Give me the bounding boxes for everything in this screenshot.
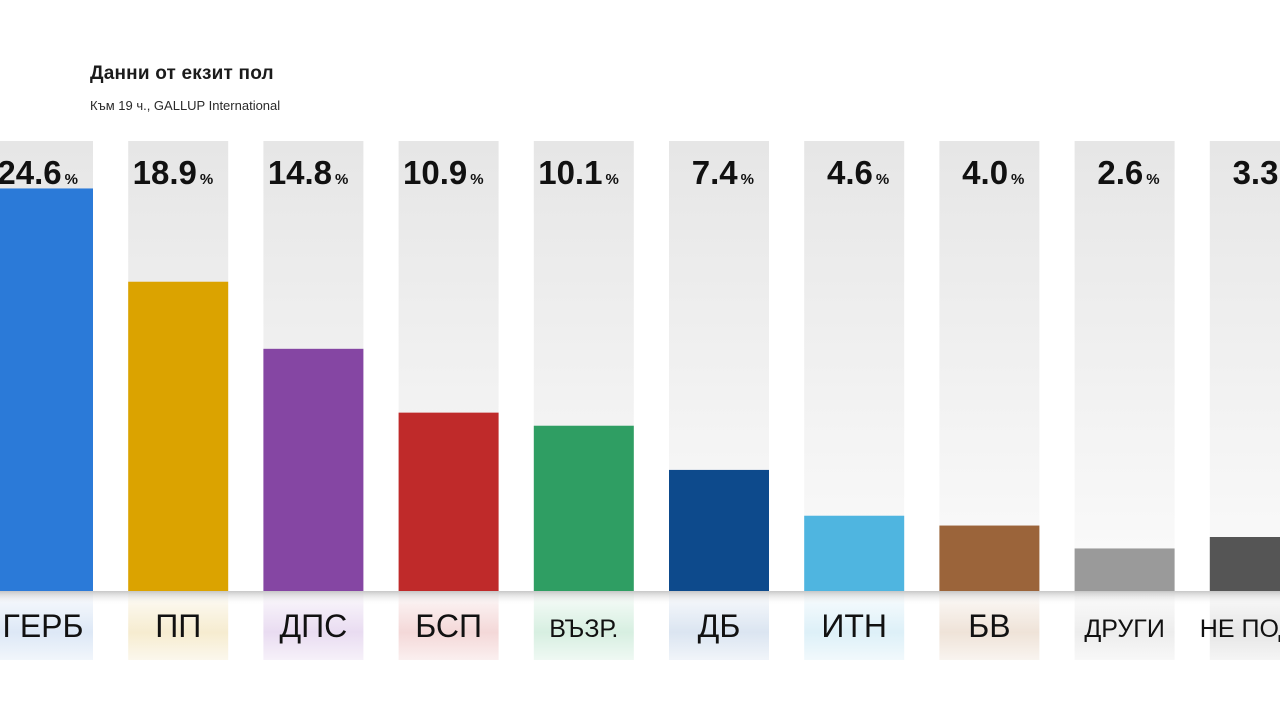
value-label: 24.6% — [0, 154, 78, 191]
bar-track — [1209, 141, 1280, 591]
category-label: ВЪЗР. — [549, 615, 618, 643]
category-label: ИТН — [821, 608, 887, 644]
bar-6 — [804, 515, 905, 591]
value-label: 14.8% — [268, 154, 349, 191]
bar-track — [939, 141, 1040, 591]
category-label: ДБ — [698, 608, 741, 644]
chart-title: Данни от екзит пол — [90, 63, 274, 84]
bar-3 — [398, 412, 499, 591]
bar-track — [1074, 141, 1175, 591]
value-label: 10.1% — [538, 154, 619, 191]
value-label: 4.0% — [962, 154, 1024, 191]
bar-2 — [263, 348, 364, 591]
bar-7 — [939, 525, 1040, 591]
category-label: ПП — [155, 608, 201, 644]
category-label: БВ — [968, 608, 1010, 644]
value-label: 18.9% — [133, 154, 214, 191]
value-label: 10.9% — [403, 154, 484, 191]
value-label: 4.6% — [827, 154, 889, 191]
category-label: ГЕРБ — [2, 608, 83, 644]
bar-0 — [0, 188, 93, 592]
category-label: БСП — [415, 608, 482, 644]
bar-5 — [669, 469, 769, 591]
bar-8 — [1074, 548, 1175, 591]
category-label: ДПС — [280, 608, 348, 644]
chart-subtitle: Към 19 ч., GALLUP International — [90, 98, 281, 113]
bar-4 — [533, 425, 634, 591]
category-label: ДРУГИ — [1084, 615, 1164, 643]
value-label: 3.3% — [1233, 154, 1280, 191]
category-labels: ГЕРБ ПП ДПС БСП ВЪЗР. ДБ ИТН БВ ДРУГИ НЕ ПОДКРЕПЯ… — [2, 608, 1280, 644]
value-label: 2.6% — [1097, 154, 1159, 191]
category-label: НЕ ПОДКРЕПЯМ НИКОГО — [1200, 615, 1280, 643]
value-labels: 24.6% 18.9% 14.8% 10.9% 10.1% 7.4% 4.6% 4.0% 2.6… — [0, 154, 1280, 191]
bars — [0, 188, 1280, 605]
baseline-shadow — [0, 591, 1280, 605]
value-label: 7.4% — [692, 154, 754, 191]
bar-9 — [1209, 537, 1280, 591]
bar-1 — [128, 281, 229, 591]
